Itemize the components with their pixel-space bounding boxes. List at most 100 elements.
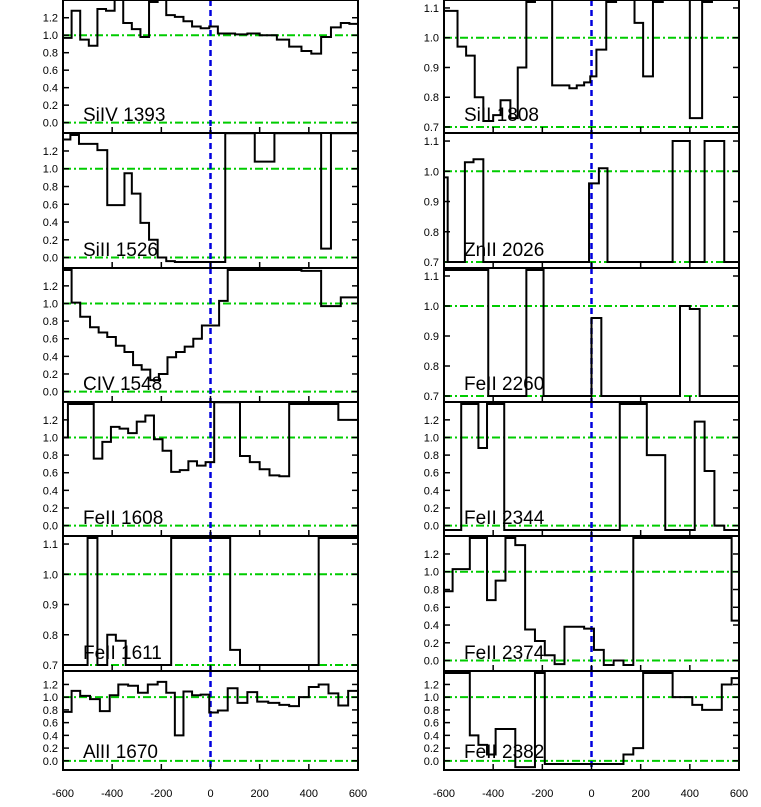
x-tick-label: 400 [681, 788, 699, 800]
spectrum-histogram [63, 680, 358, 737]
spectrum-histogram [63, 0, 358, 55]
panel-label: SiIV 1393 [83, 105, 165, 126]
y-tick-label: 0.8 [424, 227, 439, 239]
panel-feii-2260: 0.7 0.8 0.9 1.0 1.1 FeII 2260 [424, 267, 740, 403]
y-tick-label: 1.0 [424, 301, 439, 313]
panel-siiv-1393: 0.0 0.2 0.4 0.6 0.8 1.0 1.2 SiIV 1393 [43, 0, 359, 134]
x-tick-label: -600 [433, 788, 455, 800]
panel-label: FeII 2260 [464, 374, 544, 395]
panel-feii-2374: 0.0 0.2 0.4 0.6 0.8 1.0 1.2 FeII 2374 [424, 535, 740, 672]
y-tick-label: 0.8 [43, 630, 58, 642]
y-tick-label: 1.2 [43, 679, 58, 691]
y-tick-label: 0.6 [43, 334, 58, 346]
panel-label: ZnII 2026 [464, 240, 544, 261]
y-tick-label: 1.2 [424, 679, 439, 691]
x-tick-label: 200 [250, 788, 268, 800]
y-tick-label: 0.7 [424, 391, 439, 403]
y-tick-label: 0.4 [424, 485, 439, 497]
spectrum-histogram [444, 403, 739, 531]
y-tick-label: 1.0 [424, 166, 439, 178]
y-tick-label: 0.7 [424, 257, 439, 269]
spectrum-histogram [63, 269, 358, 382]
y-tick-label: 0.9 [424, 331, 439, 343]
spectrum-histogram [444, 0, 739, 123]
y-tick-label: 0.6 [43, 65, 58, 77]
y-tick-label: 1.2 [43, 13, 58, 25]
y-tick-label: 1.0 [43, 298, 58, 310]
y-tick-label: 0.2 [43, 743, 58, 755]
y-tick-label: 0.7 [43, 660, 58, 672]
y-tick-label: 0.4 [424, 620, 439, 632]
y-tick-label: 0.8 [424, 361, 439, 373]
y-tick-label: 0.2 [43, 503, 58, 515]
y-tick-label: 0.2 [43, 235, 58, 247]
y-tick-label: 0.0 [43, 253, 58, 265]
panel-label: FeII 1608 [83, 508, 163, 529]
y-tick-label: 1.2 [424, 549, 439, 561]
x-tick-label: 600 [349, 788, 367, 800]
panel-siii-1526: 0.0 0.2 0.4 0.6 0.8 1.0 1.2 SiII 1526 [43, 132, 359, 269]
y-tick-label: 1.0 [43, 30, 58, 42]
x-tick-label: 0 [588, 788, 594, 800]
y-tick-label: 0.6 [43, 199, 58, 211]
y-tick-label: 0.8 [424, 705, 439, 717]
panel-label: SiII 1526 [83, 240, 158, 261]
y-tick-label: 1.1 [424, 136, 439, 148]
y-tick-label: 0.0 [43, 118, 58, 130]
velocity-axis: -600 -400 -200 0 200 400 600 -600 -400 -200 0 200 40… [52, 788, 748, 800]
x-tick-label: 400 [300, 788, 318, 800]
y-tick-label: 1.0 [424, 692, 439, 704]
y-tick-label: 1.0 [43, 164, 58, 176]
spectrum-histogram [63, 402, 358, 478]
spectrum-histogram [444, 140, 739, 263]
panel-feii-2382: 0.00.20.40.60.81.01.2 FeII 2382 [424, 670, 740, 771]
y-tick-label: 0.4 [43, 730, 58, 742]
panel-feii-1608: 0.0 0.2 0.4 0.6 0.8 1.0 1.2 FeII 1608 [43, 401, 359, 537]
y-tick-label: 1.1 [424, 3, 439, 15]
y-tick-label: 1.2 [43, 415, 58, 427]
panel-civ-1548: 0.0 0.2 0.4 0.6 0.8 1.0 1.2 CIV 1548 [43, 267, 359, 403]
x-tick-label: -400 [101, 788, 123, 800]
spectrum-histogram [63, 537, 358, 666]
y-tick-label: 1.2 [43, 146, 58, 158]
y-tick-label: 1.0 [43, 692, 58, 704]
panel-znii-2026: 0.7 0.8 0.9 1.0 1.1 ZnII 2026 [424, 132, 740, 269]
y-tick-label: 0.9 [424, 197, 439, 209]
y-tick-label: 0.8 [424, 450, 439, 462]
y-tick-label: 1.0 [424, 432, 439, 444]
y-tick-label: 0.2 [43, 100, 58, 112]
x-tick-label: -400 [482, 788, 504, 800]
y-tick-label: 0.2 [424, 638, 439, 650]
spectrum-histogram [444, 672, 739, 769]
y-tick-label: 0.0 [424, 756, 439, 768]
y-tick-label: 0.8 [43, 316, 58, 328]
y-tick-label: 0.8 [424, 585, 439, 597]
panel-label: FeII 2374 [464, 643, 545, 664]
y-tick-label: 0.4 [43, 83, 58, 95]
y-tick-label: 0.4 [424, 730, 439, 742]
y-tick-label: 1.0 [43, 432, 58, 444]
y-tick-label: 0.0 [43, 387, 58, 399]
y-tick-label: 1.0 [424, 33, 439, 45]
y-tick-label: 0.0 [43, 521, 58, 533]
panel-siii-1808: 0.7 0.8 0.9 1.0 1.1 SiII 1808 [424, 0, 740, 134]
y-tick-label: 1.1 [424, 271, 439, 283]
y-tick-label: 0.4 [43, 485, 58, 497]
panel-label: FeII 2382 [464, 742, 544, 763]
y-tick-label: 0.8 [43, 182, 58, 194]
panel-alii-1670: 0.00.20.40.60.81.01.2 AlII 1670 [43, 670, 359, 771]
y-tick-label: 1.2 [43, 281, 58, 293]
y-tick-label: 0.6 [424, 468, 439, 480]
spectrum-histogram [444, 537, 739, 666]
x-tick-label: -200 [150, 788, 172, 800]
y-tick-label: 0.8 [424, 92, 439, 104]
y-tick-label: 0.0 [424, 656, 439, 668]
panel-label: FeII 1611 [83, 643, 162, 664]
y-tick-label: 0.4 [43, 217, 58, 229]
y-tick-label: 0.8 [43, 450, 58, 462]
y-tick-label: 0.8 [43, 705, 58, 717]
x-tick-label: 200 [631, 788, 649, 800]
panel-feii-2344: 0.0 0.2 0.4 0.6 0.8 1.0 1.2 FeII 2344 [424, 401, 740, 537]
